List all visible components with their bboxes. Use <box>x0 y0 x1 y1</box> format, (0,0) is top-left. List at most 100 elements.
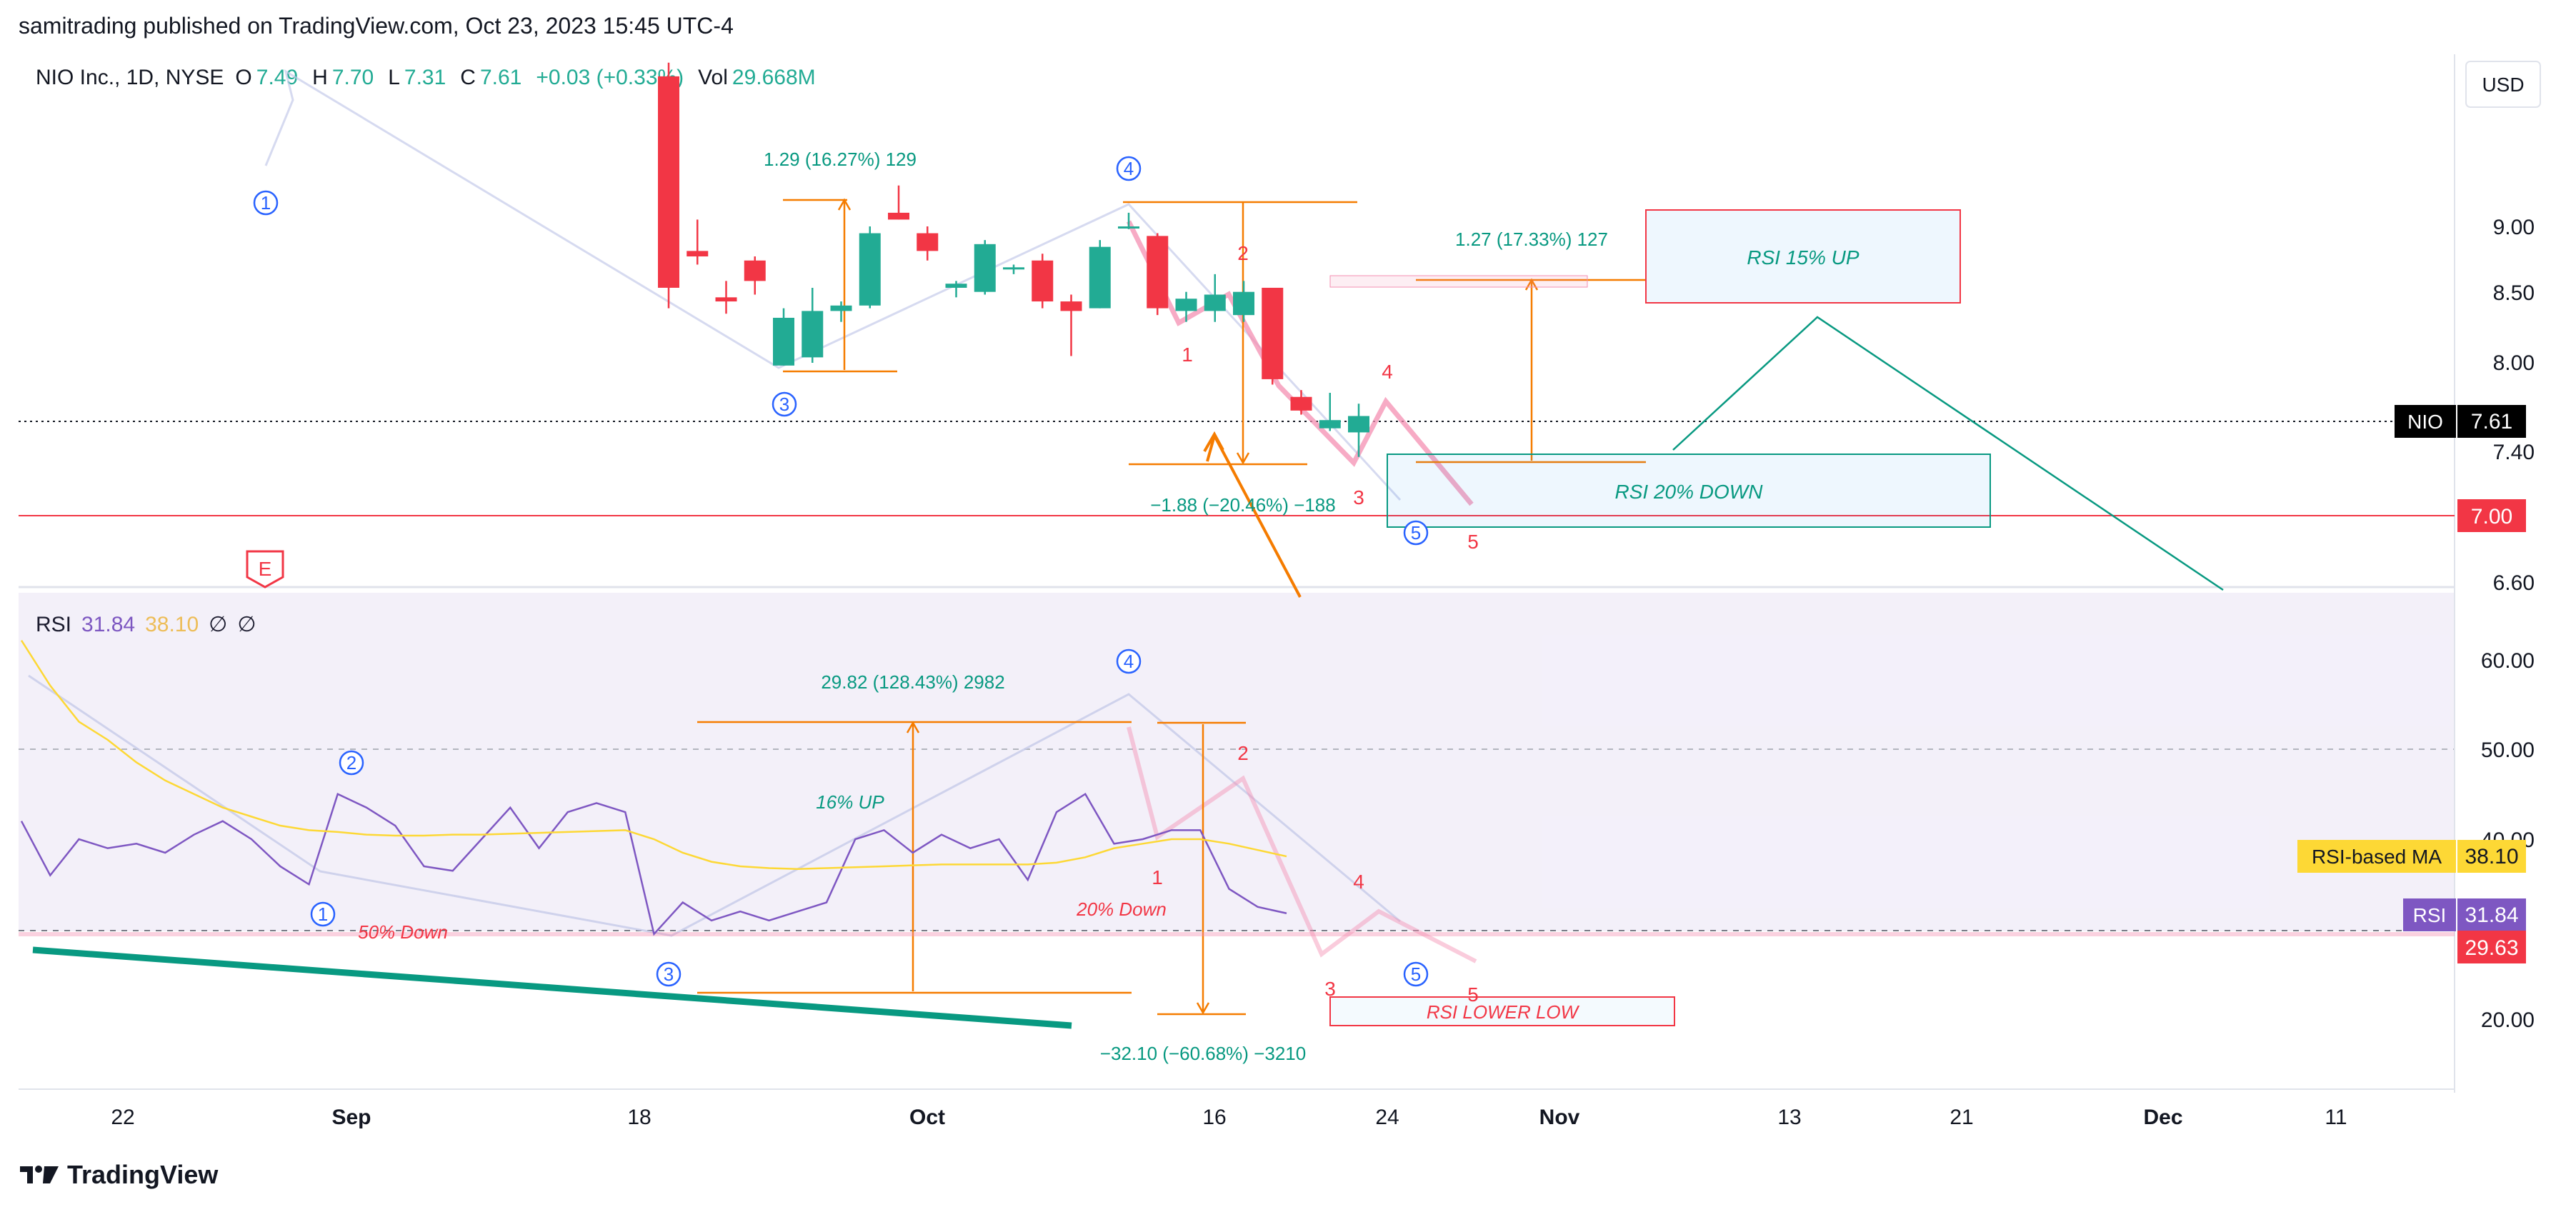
wave-number: 3 <box>1324 978 1336 1000</box>
candle-body[interactable] <box>1147 236 1169 309</box>
candle-body[interactable] <box>974 244 996 292</box>
svg-text:1: 1 <box>261 192 271 214</box>
candle-body[interactable] <box>658 76 679 288</box>
wave-number: 5 <box>1467 983 1479 1006</box>
rsi-level-badge: 29.63 <box>2457 931 2526 963</box>
wave-number: 1 <box>1152 866 1163 888</box>
measure-bracket-1 <box>783 198 897 373</box>
rsi-line[interactable] <box>20 793 1287 936</box>
candles-layer <box>658 62 1369 457</box>
rsi-20-down-text: 20% Down <box>1076 898 1167 920</box>
candle-body[interactable] <box>744 260 766 281</box>
svg-text:3: 3 <box>779 394 789 415</box>
candle-body[interactable] <box>830 305 852 311</box>
candle-body[interactable] <box>1003 267 1024 270</box>
candle-body[interactable] <box>917 233 939 251</box>
candle-body[interactable] <box>1175 299 1197 311</box>
wave-circle: 5 <box>1403 520 1429 546</box>
symbol-label[interactable]: NIO Inc., 1D, NYSE <box>36 66 224 89</box>
rsi-legend-value: 31.84 <box>81 613 136 636</box>
measure-bracket-2 <box>1123 201 1357 466</box>
wave-number: 4 <box>1353 871 1364 893</box>
time-tick: 18 <box>627 1106 651 1129</box>
footer-brand[interactable]: TradingView <box>19 1160 218 1190</box>
price-tick: 7.40 <box>2493 441 2535 464</box>
rsi-ma-badge-value: 38.10 <box>2465 845 2518 868</box>
nio-price-badge: NIO 7.61 <box>2395 405 2526 438</box>
wave-number: 4 <box>1382 361 1393 383</box>
candle-body[interactable] <box>1118 226 1139 229</box>
wave-number: 5 <box>1467 531 1479 553</box>
candle-body[interactable] <box>1032 260 1054 302</box>
rsi-measure-up <box>697 721 1132 994</box>
time-tick: Dec <box>2143 1106 2182 1129</box>
rsi-20-down-label: RSI 20% DOWN <box>1615 481 1764 503</box>
rsi-ma-line[interactable] <box>20 640 1287 870</box>
time-tick: 24 <box>1375 1106 1399 1129</box>
rsi-legend-label[interactable]: RSI <box>36 613 72 636</box>
candle-body[interactable] <box>773 317 794 366</box>
time-tick: 13 <box>1777 1106 1801 1129</box>
high-label: H <box>312 66 328 89</box>
candle-body[interactable] <box>687 251 709 257</box>
orange-arrow <box>1203 431 1302 598</box>
nio-badge-value: 7.61 <box>2471 410 2512 434</box>
candle-body[interactable] <box>945 284 967 288</box>
candle-body[interactable] <box>1060 301 1082 311</box>
wave-circle: 5 <box>1403 961 1429 987</box>
wave-circle: 2 <box>339 750 364 776</box>
candle-body[interactable] <box>802 311 824 358</box>
rsi-band <box>19 593 2455 931</box>
faint-target-box <box>1329 275 1588 288</box>
rsi-ma-badge-label: RSI-based MA <box>2312 846 2442 868</box>
high-value: 7.70 <box>331 66 374 89</box>
rsi-ma-legend-value: 38.10 <box>145 613 199 636</box>
close-value: 7.61 <box>479 66 522 89</box>
wave-circle: 1 <box>253 190 279 216</box>
candle-body[interactable] <box>1233 291 1254 316</box>
rsi-badge-value: 31.84 <box>2465 903 2518 927</box>
candle-body[interactable] <box>1204 294 1226 311</box>
vol-value: 29.668M <box>732 66 816 89</box>
price-axis[interactable]: 9.00 8.50 8.00 7.40 6.60 60.00 50.00 40.… <box>2481 216 2535 1032</box>
wave-line-price <box>264 69 1402 501</box>
candle-body[interactable] <box>1348 416 1369 433</box>
wave-circle: 1 <box>310 901 336 927</box>
published-header: samitrading published on TradingView.com… <box>19 13 734 39</box>
earnings-marker-label: E <box>259 558 272 580</box>
low-label: L <box>388 66 400 89</box>
time-axis[interactable]: 22 Sep 18 Oct 16 24 Nov 13 21 Dec 11 <box>111 1106 2347 1129</box>
close-label: C <box>460 66 476 89</box>
rsi-tick: 60.00 <box>2481 649 2535 673</box>
candle-body[interactable] <box>715 297 737 302</box>
vol-label: Vol <box>698 66 728 89</box>
rsi-tick: 20.00 <box>2481 1008 2535 1032</box>
svg-text:5: 5 <box>1411 522 1421 544</box>
price-legend: NIO Inc., 1D, NYSE O 7.49 H 7.70 L 7.31 C 7.… <box>36 66 826 90</box>
time-tick: Nov <box>1539 1106 1580 1129</box>
nio-badge-label: NIO <box>2407 411 2443 433</box>
rsi-lower-low-box[interactable]: RSI LOWER LOW <box>1329 996 1675 1026</box>
candle-body[interactable] <box>1319 420 1341 429</box>
price-tick: 9.00 <box>2493 216 2535 239</box>
earnings-marker[interactable]: E <box>246 550 284 589</box>
rsi-20-down-box[interactable]: RSI 20% DOWN <box>1387 454 1991 528</box>
candle-body[interactable] <box>1089 246 1111 309</box>
rsi-15-up-box[interactable]: RSI 15% UP <box>1645 209 1961 304</box>
measure-label-1: 1.29 (16.27%) 129 <box>764 149 917 170</box>
wave-circle: 4 <box>1116 648 1142 674</box>
svg-text:1: 1 <box>318 903 328 925</box>
rsi-lower-low-label: RSI LOWER LOW <box>1427 1001 1580 1023</box>
svg-text:4: 4 <box>1124 651 1134 672</box>
rsi-tick: 50.00 <box>2481 738 2535 762</box>
svg-text:4: 4 <box>1124 158 1134 179</box>
candle-body[interactable] <box>1262 287 1284 379</box>
candle-body[interactable] <box>1290 396 1312 411</box>
candle-body[interactable] <box>888 212 909 220</box>
candle-body[interactable] <box>859 233 881 306</box>
rsi-lines-layer <box>20 640 1287 936</box>
svg-text:3: 3 <box>664 963 674 985</box>
rsi-level-value: 29.63 <box>2465 936 2518 960</box>
currency-button[interactable]: USD <box>2465 61 2541 108</box>
